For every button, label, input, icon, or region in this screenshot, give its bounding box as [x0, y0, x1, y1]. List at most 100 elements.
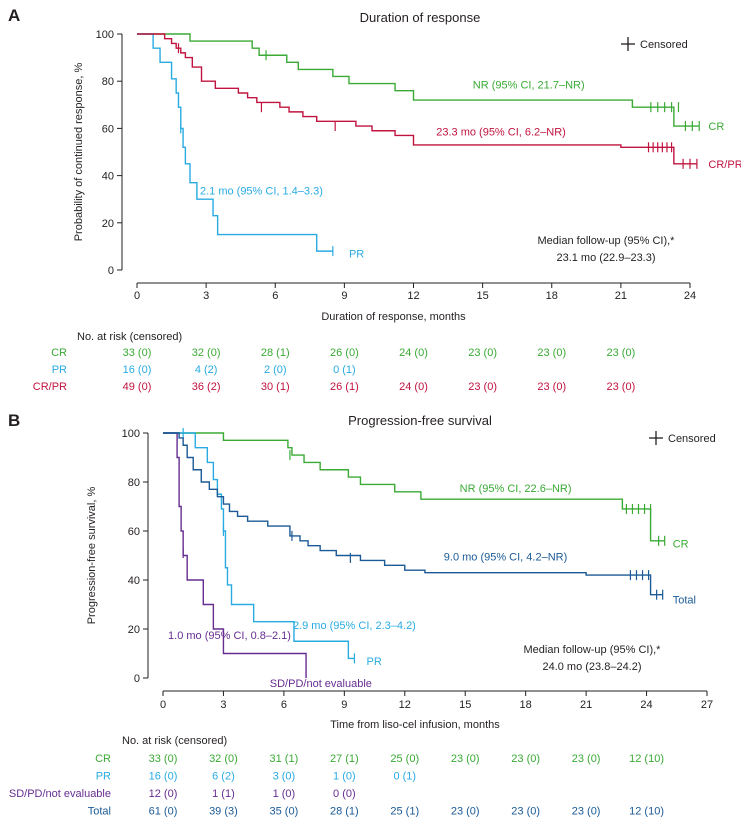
pa-risk-row-cr-pr-value: 24 (0): [399, 381, 428, 393]
pb-x-tick-label: 3: [220, 699, 226, 711]
pb-risk-row-cr-value: 27 (1): [330, 753, 359, 765]
pb-risk-row-pr-value: 3 (0): [273, 771, 296, 783]
pa-y-tick-label: 40: [102, 171, 114, 183]
pb-legend-label: Censored: [668, 433, 716, 445]
pb-risk-row-cr-value: 12 (10): [629, 753, 664, 765]
pb-risk-row-pr-value: 6 (2): [212, 771, 235, 783]
pb-y-tick-label: 0: [134, 673, 140, 685]
pb-risk-row-pr-value: 1 (0): [333, 771, 356, 783]
pa-risk-row-cr-value: 24 (0): [399, 347, 428, 359]
pb-series-total-line: [163, 432, 663, 596]
pb-risk-row-cr-label: CR: [95, 753, 111, 765]
pa-risk-row-cr-value: 23 (0): [537, 347, 566, 359]
pa-series-cr-end-label: CR: [708, 121, 724, 133]
pa-risk-row-cr-pr-value: 36 (2): [192, 381, 221, 393]
pb-risk-row-cr-value: 23 (0): [451, 753, 480, 765]
pb-risk-row-total-value: 23 (0): [511, 806, 540, 818]
pa-y-tick-label: 20: [102, 218, 114, 230]
pb-risk-row-sd-pd-not-evaluable-value: 1 (1): [212, 788, 235, 800]
pb-risk-row-cr-value: 32 (0): [209, 753, 238, 765]
pb-risk-row-sd-pd-not-evaluable-value: 1 (0): [273, 788, 296, 800]
pb-y-tick-label: 100: [122, 428, 140, 440]
pb-series-total-median-label: 9.0 mo (95% CI, 4.2–NR): [444, 551, 568, 563]
pb-y-axis-label: Progression-free survival, %: [86, 487, 98, 625]
panel-b-title: Progression-free survival: [348, 413, 492, 428]
pa-risk-row-pr-value: 2 (0): [264, 364, 287, 376]
pa-y-tick-label: 80: [102, 76, 114, 88]
pa-x-tick-label: 24: [684, 290, 696, 302]
pb-series-pr-end-label: PR: [366, 656, 381, 668]
pb-risk-row-total-value: 35 (0): [270, 806, 299, 818]
pb-risk-row-sd-pd-not-evaluable-value: 12 (0): [149, 788, 178, 800]
pb-series-cr-median-label: NR (95% CI, 22.6–NR): [460, 483, 572, 495]
pb-risk-row-total-label: Total: [88, 806, 111, 818]
pa-risk-row-pr-value: 0 (1): [333, 364, 356, 376]
pb-x-tick-label: 0: [160, 699, 166, 711]
pb-risk-row-total-value: 25 (1): [390, 806, 419, 818]
panel-b-letter: B: [8, 411, 21, 430]
pa-risk-table-header: No. at risk (censored): [77, 331, 182, 343]
pb-y-tick-label: 40: [128, 575, 140, 587]
pb-x-tick-label: 24: [640, 699, 652, 711]
pb-x-axis-label: Time from liso-cel infusion, months: [330, 719, 500, 731]
pb-risk-row-pr-value: 16 (0): [149, 771, 178, 783]
pb-risk-row-cr-value: 23 (0): [572, 753, 601, 765]
pa-series-cr-pr-median-label: 23.3 mo (95% CI, 6.2–NR): [436, 126, 566, 138]
pa-x-axis-label: Duration of response, months: [321, 311, 466, 323]
pb-series-total-end-label: Total: [673, 595, 696, 607]
pa-risk-row-cr-value: 32 (0): [192, 347, 221, 359]
pa-risk-row-cr-value: 33 (0): [123, 347, 152, 359]
pa-risk-row-cr-value: 23 (0): [607, 347, 636, 359]
pa-y-axis-label: Probability of continued response, %: [73, 63, 85, 242]
pa-series-pr-end-label: PR: [349, 248, 364, 260]
pa-y-tick-label: 0: [108, 265, 114, 277]
pa-x-tick-label: 15: [477, 290, 489, 302]
pb-series-sd-pd-not-evaluable-median-label: 1.0 mo (95% CI, 0.8–2.1): [168, 630, 291, 642]
pb-risk-row-cr-value: 25 (0): [390, 753, 419, 765]
pa-risk-row-cr-pr-value: 23 (0): [537, 381, 566, 393]
pb-risk-row-sd-pd-not-evaluable-value: 0 (0): [333, 788, 356, 800]
pb-x-tick-label: 27: [701, 699, 713, 711]
pb-risk-row-pr-label: PR: [96, 771, 111, 783]
pb-y-tick-label: 20: [128, 624, 140, 636]
pb-risk-row-total-value: 23 (0): [572, 806, 601, 818]
pa-risk-row-pr-label: PR: [52, 364, 67, 376]
pa-x-tick-label: 18: [546, 290, 558, 302]
pa-series-cr-median-label: NR (95% CI, 21.7–NR): [473, 79, 585, 91]
panel-a-title: Duration of response: [359, 10, 481, 25]
pb-risk-row-total-value: 61 (0): [149, 806, 178, 818]
pb-series-sd-pd-not-evaluable-end-label: SD/PD/not evaluable: [270, 678, 372, 690]
pb-y-tick-label: 80: [128, 477, 140, 489]
pa-x-tick-label: 12: [407, 290, 419, 302]
pb-series-pr-line: [163, 432, 355, 660]
pb-risk-row-total-value: 39 (3): [209, 806, 238, 818]
pb-x-tick-label: 6: [281, 699, 287, 711]
pb-series-cr-line: [163, 432, 665, 542]
pa-risk-row-pr-value: 16 (0): [123, 364, 152, 376]
pb-risk-row-pr-value: 0 (1): [393, 771, 416, 783]
pb-x-tick-label: 15: [459, 699, 471, 711]
pb-risk-row-cr-value: 23 (0): [511, 753, 540, 765]
pa-x-tick-label: 6: [272, 290, 278, 302]
pa-risk-row-cr-value: 28 (1): [261, 347, 290, 359]
pa-risk-row-cr-pr-value: 26 (1): [330, 381, 359, 393]
pb-y-tick-label: 60: [128, 526, 140, 538]
pb-risk-row-total-value: 12 (10): [629, 806, 664, 818]
pa-risk-row-cr-value: 23 (0): [468, 347, 497, 359]
pa-series-pr-median-label: 2.1 mo (95% CI, 1.4–3.3): [200, 185, 323, 197]
pa-risk-row-cr-value: 26 (0): [330, 347, 359, 359]
pa-risk-row-cr-pr-value: 30 (1): [261, 381, 290, 393]
pa-series-cr-line: [137, 33, 700, 127]
pa-risk-row-cr-label: CR: [51, 347, 67, 359]
pb-followup-line2: 24.0 mo (23.8–24.2): [542, 661, 641, 673]
pb-x-tick-label: 18: [520, 699, 532, 711]
panel-a-letter: A: [8, 6, 21, 25]
pb-series-cr-end-label: CR: [673, 538, 689, 550]
pb-x-tick-label: 21: [580, 699, 592, 711]
pa-series-cr-pr-line: [137, 33, 697, 165]
pa-x-tick-label: 3: [203, 290, 209, 302]
pb-followup-line1: Median follow-up (95% CI),*: [524, 644, 662, 656]
pb-x-tick-label: 12: [399, 699, 411, 711]
pa-followup-line2: 23.1 mo (22.9–23.3): [556, 252, 655, 264]
